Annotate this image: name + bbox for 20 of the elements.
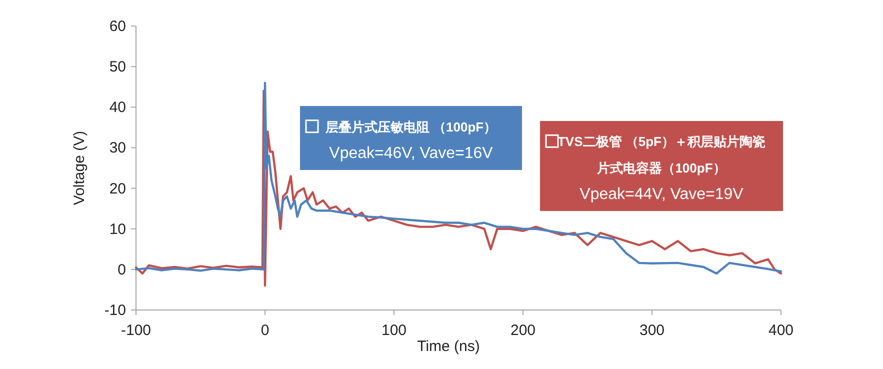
- x-axis-title: Time (ns): [417, 338, 480, 355]
- x-tick-label: 300: [639, 322, 665, 339]
- annotation: Vpeak=44V, Vave=19V: [580, 186, 744, 204]
- y-tick-label: -10: [104, 302, 126, 319]
- annotation: Vpeak=46V, Vave=16V: [329, 145, 494, 162]
- legend-label: 层叠片式压敏电阻 （100pF）: [324, 119, 497, 134]
- x-tick-label: 0: [260, 322, 270, 339]
- x-tick-label: 200: [510, 322, 536, 339]
- y-tick-label: 20: [109, 180, 126, 198]
- y-tick-label: 0: [118, 261, 126, 278]
- x-tick-label: -100: [120, 322, 152, 339]
- legend-label: TVS二极管 （5pF）＋积层贴片陶瓷片式电容器（100pF）: [557, 134, 766, 176]
- y-tick-label: 40: [109, 99, 126, 116]
- y-tick-label: 50: [109, 58, 126, 76]
- y-tick-label: 30: [109, 140, 126, 157]
- y-tick-label: 10: [109, 220, 126, 238]
- y-tick-label: 60: [109, 18, 126, 35]
- x-tick-label: 100: [381, 322, 407, 339]
- y-axis-title: Voltage (V): [71, 130, 88, 206]
- x-tick-label: 400: [768, 322, 794, 339]
